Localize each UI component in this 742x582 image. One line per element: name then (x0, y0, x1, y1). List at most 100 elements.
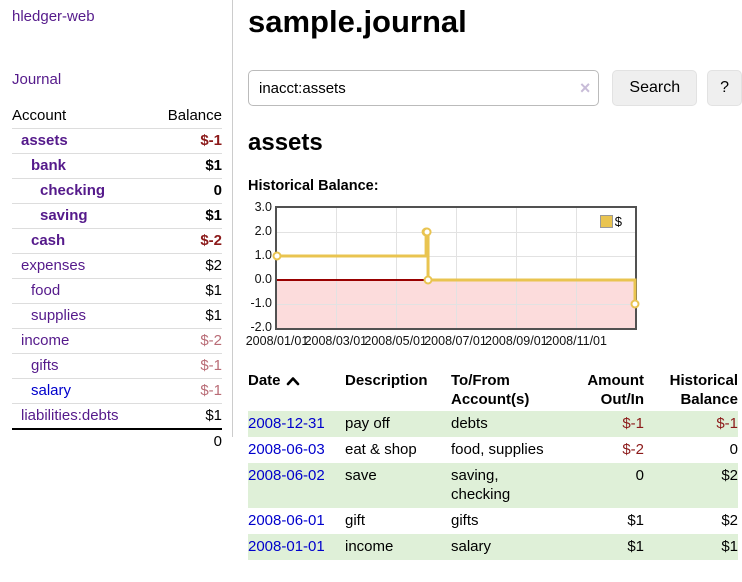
search-input[interactable] (248, 70, 600, 106)
account-balance: $2 (205, 257, 222, 274)
register-header-date[interactable]: Date (248, 369, 345, 411)
account-balance: $1 (205, 307, 222, 324)
help-button[interactable]: ? (707, 70, 742, 106)
account-link-food[interactable]: food (31, 282, 61, 299)
search-button[interactable]: Search (612, 70, 698, 106)
account-link-liabilities-debts[interactable]: liabilities:debts (21, 407, 119, 424)
transaction-accounts: debts (451, 415, 488, 432)
account-row: bank $1 (12, 153, 222, 178)
transaction-row[interactable]: 2008-06-03 eat & shop food, supplies $-2 0 (248, 437, 738, 463)
transaction-date-link[interactable]: 2008-12-31 (248, 415, 325, 432)
account-link-cash[interactable]: cash (31, 232, 66, 249)
account-balance: $1 (205, 407, 222, 424)
transaction-description: income (345, 538, 394, 555)
account-balance: $-1 (200, 357, 222, 374)
register-table: Date Description To/From Account(s) Amou… (248, 369, 738, 560)
x-axis-tick-label: 2008/03/01 (304, 334, 368, 348)
chart-plot-area: $ (272, 206, 640, 330)
data-point-marker (422, 227, 432, 237)
account-row: supplies $1 (12, 303, 222, 328)
transaction-accounts: salary (451, 538, 492, 555)
register-header-amount: Amount Out/In (587, 372, 644, 408)
account-link-salary[interactable]: salary (31, 382, 72, 399)
account-balance: $1 (205, 207, 222, 224)
account-balance: $-2 (200, 332, 222, 349)
register-header-tofrom: To/From Account(s) (451, 372, 530, 408)
transaction-amount: $-2 (622, 441, 644, 458)
gridline (395, 208, 397, 328)
gridline (516, 208, 518, 328)
account-row: food $1 (12, 278, 222, 303)
account-link-gifts[interactable]: gifts (31, 357, 59, 374)
transaction-description: save (345, 467, 377, 484)
gridline (335, 208, 337, 328)
accounts-total-value: 0 (213, 433, 222, 450)
gridline (277, 303, 635, 305)
clear-search-icon[interactable]: × (579, 78, 591, 98)
x-axis-tick-label: 2008/11/01 (545, 334, 607, 348)
x-axis-tick-label: 2008/09/01 (485, 334, 548, 348)
y-axis-tick-label: 3.0 (254, 200, 272, 214)
transaction-balance: $2 (721, 512, 738, 529)
search-bar: × Search ? (248, 70, 742, 106)
gridline (277, 231, 635, 233)
chart-legend: $ (599, 214, 622, 229)
transaction-row[interactable]: 2008-01-01 income salary $1 $1 (248, 534, 738, 560)
transaction-description: pay off (345, 415, 390, 432)
account-link-supplies[interactable]: supplies (31, 307, 87, 324)
page-title: sample.journal (248, 4, 467, 39)
account-link-assets[interactable]: assets (21, 132, 68, 149)
account-row: saving $1 (12, 203, 222, 228)
account-link-saving[interactable]: saving (40, 207, 88, 224)
account-row: expenses $2 (12, 253, 222, 278)
transaction-date-link[interactable]: 2008-06-03 (248, 441, 325, 458)
account-link-expenses[interactable]: expenses (21, 257, 86, 274)
account-balance: $-1 (200, 132, 222, 149)
data-point-marker (423, 275, 433, 285)
y-axis-tick-label: 2.0 (254, 224, 272, 238)
accounts-total-row: 0 (12, 428, 222, 454)
app-brand-link[interactable]: hledger-web (12, 8, 95, 25)
x-axis-tick-label: 2008/01/01 (245, 334, 309, 348)
account-row: assets $-1 (12, 128, 222, 153)
account-row: cash $-2 (12, 228, 222, 253)
transaction-accounts: saving, checking (451, 467, 511, 503)
sort-ascending-icon (286, 377, 299, 386)
transaction-accounts: gifts (451, 512, 479, 529)
y-axis-tick-label: -2.0 (250, 320, 272, 334)
account-balance: 0 (213, 182, 222, 199)
transaction-description: eat & shop (345, 441, 417, 458)
transaction-row[interactable]: 2008-06-01 gift gifts $1 $2 (248, 508, 738, 534)
gridline (576, 208, 578, 328)
accounts-table: Account Balance assets $-1 bank $1 checking 0… (12, 104, 222, 454)
transaction-date-link[interactable]: 2008-01-01 (248, 538, 325, 555)
transaction-row[interactable]: 2008-12-31 pay off debts $-1 $-1 (248, 411, 738, 437)
legend-swatch (599, 215, 613, 228)
transaction-amount: $-1 (622, 415, 644, 432)
sidebar-item-journal[interactable]: Journal (12, 71, 62, 88)
register-header-row: Date Description To/From Account(s) Amou… (248, 369, 738, 411)
accounts-header-balance: Balance (167, 107, 222, 124)
account-balance: $-2 (200, 232, 222, 249)
balance-chart: $ 3.0 2.0 1.0 0.0 -1.0 -2.0 2008/01/01 2008/03… (245, 200, 742, 352)
account-link-bank[interactable]: bank (31, 157, 67, 174)
account-balance: $1 (205, 157, 222, 174)
gridline (277, 255, 635, 257)
transaction-balance: $-1 (716, 415, 738, 432)
y-axis-tick-label: 0.0 (254, 272, 272, 286)
accounts-table-header: Account Balance (12, 104, 222, 128)
transaction-amount: $1 (627, 538, 644, 555)
transaction-balance: $1 (721, 538, 738, 555)
account-link-income[interactable]: income (21, 332, 70, 349)
account-row: checking 0 (12, 178, 222, 203)
transaction-amount: 0 (635, 467, 644, 484)
transaction-date-link[interactable]: 2008-06-02 (248, 467, 325, 484)
account-row: salary $-1 (12, 378, 222, 403)
transaction-date-link[interactable]: 2008-06-01 (248, 512, 325, 529)
account-link-checking[interactable]: checking (40, 182, 106, 199)
gridline (455, 208, 457, 328)
transaction-balance: 0 (729, 441, 738, 458)
y-axis-tick-label: -1.0 (250, 296, 272, 310)
transaction-row[interactable]: 2008-06-02 save saving, checking 0 $2 (248, 463, 738, 508)
transaction-amount: $1 (627, 512, 644, 529)
